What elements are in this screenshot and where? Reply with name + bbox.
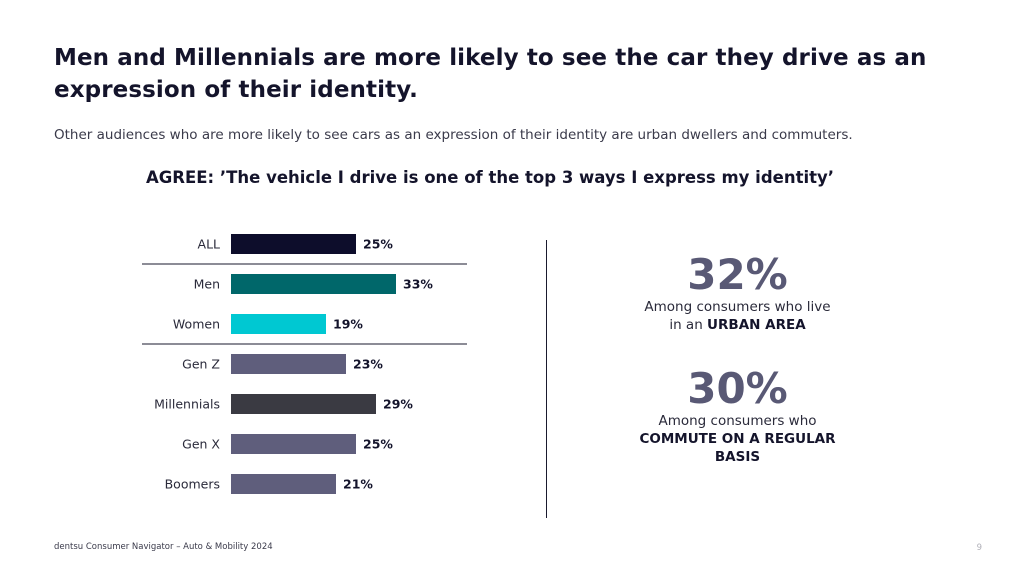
page-title: Men and Millennials are more likely to s… (54, 45, 927, 103)
chart-title: AGREE: ’The vehicle I drive is one of th… (145, 168, 835, 187)
value-label-men: 33% (403, 277, 433, 292)
value-label-women: 19% (333, 317, 363, 332)
bar-chart: ALL 25% Men 33% Women 19% Gen Z 23% Millennials 2… (142, 234, 467, 494)
bar-men (231, 274, 396, 294)
category-label-millennials: Millennials (154, 397, 220, 412)
category-label-gen-x: Gen X (182, 437, 220, 452)
bar-millennials (231, 394, 376, 414)
value-label-boomers: 21% (343, 477, 373, 492)
stat-commute-line1: Among consumers who (658, 413, 817, 429)
value-label-all: 25% (363, 237, 393, 252)
category-label-boomers: Boomers (165, 477, 220, 492)
footer-source: dentsu Consumer Navigator – Auto & Mobil… (54, 542, 273, 552)
category-label-gen-z: Gen Z (182, 357, 220, 372)
stat-commute-value: 30% (687, 364, 788, 413)
stat-urban-line2-prefix: in an (669, 317, 708, 333)
value-label-gen-x: 25% (363, 437, 393, 452)
page-number: 9 (976, 543, 982, 553)
stat-urban-emphasis: URBAN AREA (707, 317, 806, 333)
page-subtitle: Other audiences who are more likely to s… (54, 127, 853, 143)
stat-urban-description: Among consumers who live in an URBAN ARE… (610, 298, 865, 334)
bar-gen-x (231, 434, 356, 454)
category-label-women: Women (173, 317, 220, 332)
stat-urban-line1: Among consumers who live (644, 299, 831, 315)
bar-boomers (231, 474, 336, 494)
stat-commute-description: Among consumers who COMMUTE ON A REGULAR… (610, 412, 865, 466)
stat-urban: 32% Among consumers who live in an URBAN… (610, 252, 865, 334)
bar-gen-z (231, 354, 346, 374)
value-label-gen-z: 23% (353, 357, 383, 372)
bar-women (231, 314, 326, 334)
category-label-men: Men (194, 277, 220, 292)
stat-commute: 30% Among consumers who COMMUTE ON A REG… (610, 366, 865, 466)
bar-all (231, 234, 356, 254)
value-label-millennials: 29% (383, 397, 413, 412)
stat-urban-value: 32% (687, 250, 788, 299)
category-label-all: ALL (198, 237, 221, 252)
stat-commute-emphasis-wrap: COMMUTE ON A REGULAR BASIS (628, 430, 848, 466)
stat-urban-line2: in an URBAN AREA (610, 316, 865, 334)
stat-commute-emphasis: COMMUTE ON A REGULAR BASIS (639, 431, 836, 465)
vertical-divider (546, 240, 547, 518)
